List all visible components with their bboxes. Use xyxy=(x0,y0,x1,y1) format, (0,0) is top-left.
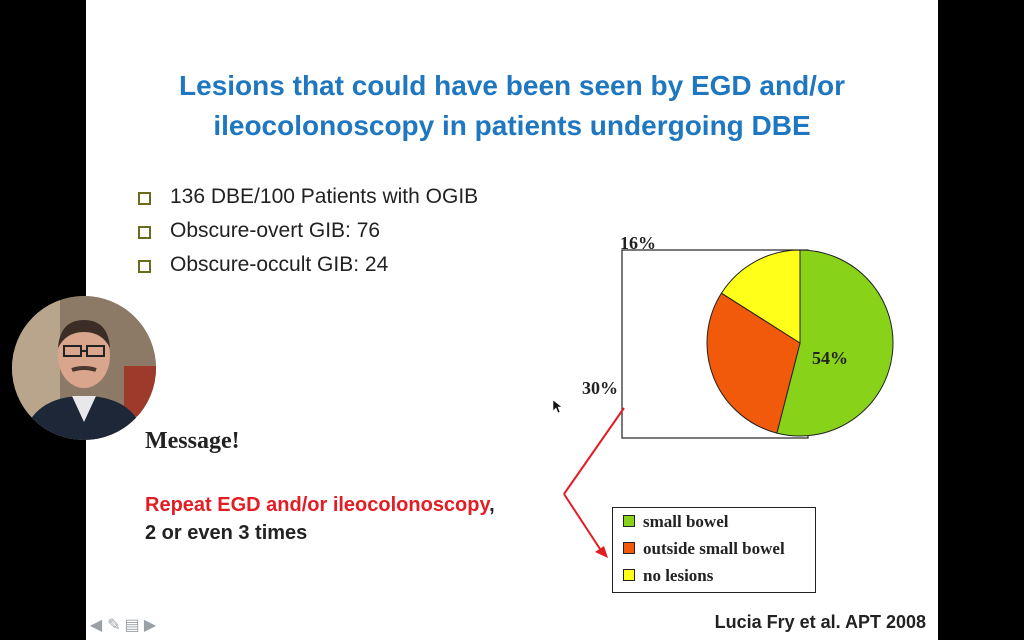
pie-slice-small-bowel xyxy=(776,249,894,437)
mouse-cursor-icon xyxy=(553,400,563,414)
slide-title: Lesions that could have been seen by EGD… xyxy=(86,66,938,146)
pen-icon[interactable]: ✎ xyxy=(107,617,121,634)
repeat-message-line-2: 2 or even 3 times xyxy=(145,522,308,544)
presenter-video-icon xyxy=(12,296,156,440)
pie-slice-no-lesions xyxy=(720,249,801,344)
bullet-square-icon xyxy=(138,192,151,205)
bullet-text: Obscure-overt GIB: 76 xyxy=(170,219,381,242)
repeat-message-comma: , xyxy=(489,494,495,516)
legend-item-no-lesions: no lesions xyxy=(623,566,713,586)
menu-icon[interactable]: ▤ xyxy=(124,617,140,634)
arrow-line-down xyxy=(563,493,603,553)
pie-slice-outside-small-bowel xyxy=(706,292,801,434)
bullet-item: Obscure-overt GIB: 76 xyxy=(138,217,498,245)
arrow-left-icon[interactable]: ◀ xyxy=(89,617,103,634)
presenter-webcam xyxy=(12,296,156,440)
slice-label-no-lesions: 16% xyxy=(620,233,656,253)
pie-chart: 16% 30% 54% xyxy=(563,233,894,558)
slice-label-small-bowel: 54% xyxy=(812,348,848,368)
legend-label: no lesions xyxy=(643,566,714,585)
pie-slices xyxy=(706,249,894,437)
legend-swatch xyxy=(623,542,635,555)
slide-nav: ◀ ✎ ▤ ▶ xyxy=(88,617,160,635)
slide: Lesions that could have been seen by EGD… xyxy=(86,0,938,640)
slide-title-line-1: Lesions that could have been seen by EGD… xyxy=(179,70,845,101)
legend-item-small-bowel: small bowel xyxy=(623,512,728,532)
citation: Lucia Fry et al. APT 2008 xyxy=(714,612,926,632)
arrow-head-icon xyxy=(595,546,608,558)
slide-title-line-2: ileocolonoscopy in patients undergoing D… xyxy=(213,110,811,141)
repeat-message: Repeat EGD and/or ileocolonoscopy, 2 or … xyxy=(145,491,495,547)
legend-item-outside-small-bowel: outside small bowel xyxy=(623,539,785,559)
bullet-item: Obscure-occult GIB: 24 xyxy=(138,251,498,279)
arrow-line-up xyxy=(563,407,625,495)
bullet-square-icon xyxy=(138,260,151,273)
bullet-square-icon xyxy=(138,226,151,239)
bullet-item: 136 DBE/100 Patients with OGIB xyxy=(138,183,498,211)
legend-swatch xyxy=(623,515,635,528)
chart-legend: small bowel outside small bowel no lesio… xyxy=(612,507,816,593)
repeat-message-red: Repeat EGD and/or ileocolonoscopy xyxy=(145,494,490,516)
bullet-text: Obscure-occult GIB: 24 xyxy=(170,253,389,276)
legend-label: small bowel xyxy=(643,512,729,531)
legend-label: outside small bowel xyxy=(643,539,785,558)
arrow-right-icon[interactable]: ▶ xyxy=(143,617,157,634)
legend-swatch xyxy=(623,569,635,582)
bullet-text: 136 DBE/100 Patients with OGIB xyxy=(170,185,479,208)
slice-label-outside-small-bowel: 30% xyxy=(582,378,618,398)
bullet-list: 136 DBE/100 Patients with OGIB Obscure-o… xyxy=(138,183,498,285)
message-heading: Message! xyxy=(145,428,240,454)
